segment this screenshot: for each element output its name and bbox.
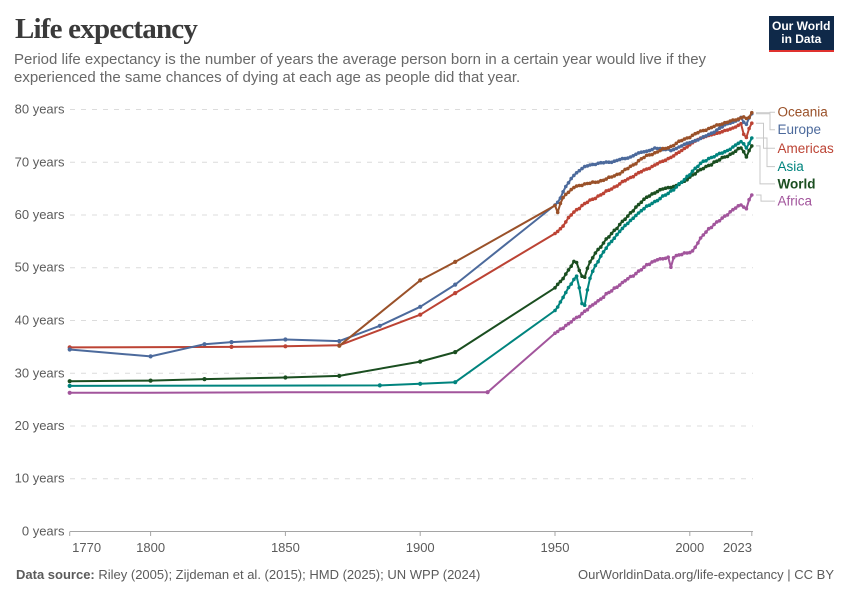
svg-text:80 years: 80 years [15, 102, 65, 117]
svg-text:Europe: Europe [778, 122, 822, 137]
svg-text:1950: 1950 [541, 540, 570, 555]
svg-text:0 years: 0 years [22, 524, 65, 539]
svg-text:60 years: 60 years [15, 207, 65, 222]
svg-text:World: World [778, 176, 816, 191]
svg-text:Americas: Americas [778, 141, 835, 156]
svg-text:2023: 2023 [723, 540, 752, 555]
svg-text:1800: 1800 [136, 540, 165, 555]
svg-text:20 years: 20 years [15, 418, 65, 433]
svg-text:70 years: 70 years [15, 154, 65, 169]
svg-text:Africa: Africa [778, 194, 813, 209]
svg-text:40 years: 40 years [15, 313, 65, 328]
svg-text:1770: 1770 [72, 540, 101, 555]
svg-text:2000: 2000 [675, 540, 704, 555]
svg-text:1850: 1850 [271, 540, 300, 555]
svg-text:Asia: Asia [778, 159, 805, 174]
svg-text:30 years: 30 years [15, 365, 65, 380]
svg-text:50 years: 50 years [15, 260, 65, 275]
svg-text:Oceania: Oceania [778, 105, 829, 120]
svg-text:1900: 1900 [406, 540, 435, 555]
svg-text:10 years: 10 years [15, 471, 65, 486]
